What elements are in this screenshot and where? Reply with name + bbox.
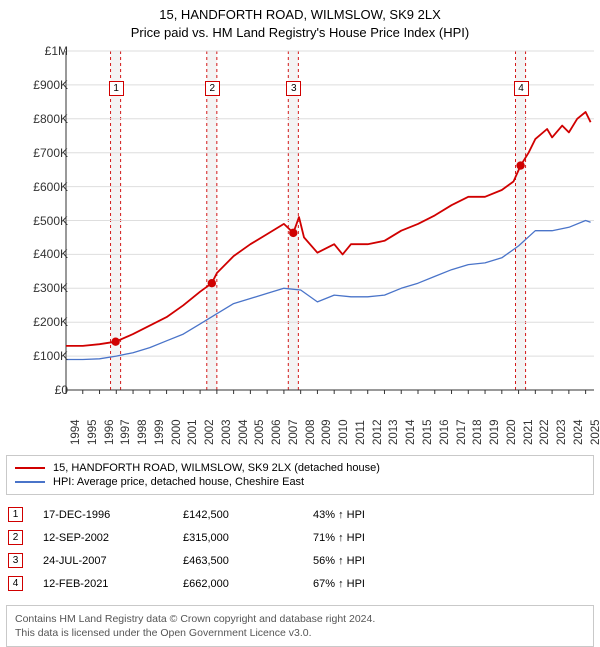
x-tick-label: 2009	[321, 420, 333, 446]
legend-label: 15, HANDFORTH ROAD, WILMSLOW, SK9 2LX (d…	[53, 462, 380, 474]
x-tick-label: 2010	[338, 420, 350, 446]
y-tick-label: £200K	[33, 315, 68, 329]
y-tick-label: £500K	[33, 214, 68, 228]
event-price: £315,000	[183, 532, 313, 544]
x-tick-label: 1998	[137, 420, 149, 446]
event-hpi: 67% ↑ HPI	[313, 578, 365, 590]
event-price: £463,500	[183, 555, 313, 567]
x-tick-label: 1995	[87, 420, 99, 446]
title-line2: Price paid vs. HM Land Registry's House …	[0, 24, 600, 42]
event-date: 24-JUL-2007	[43, 555, 183, 567]
x-tick-label: 2016	[439, 420, 451, 446]
x-tick-label: 2012	[372, 420, 384, 446]
event-row: 3 24-JUL-2007£463,50056% ↑ HPI	[6, 549, 594, 572]
events-table: 1 17-DEC-1996£142,50043% ↑ HPI 2 12-SEP-200…	[6, 503, 594, 595]
x-tick-label: 2023	[556, 420, 568, 446]
y-tick-label: £1M	[45, 44, 68, 58]
x-tick-label: 2018	[472, 420, 484, 446]
x-tick-label: 2025	[590, 420, 600, 446]
event-marker: 3	[286, 81, 301, 96]
y-tick-label: £0	[55, 383, 68, 397]
footer-line1: Contains HM Land Registry data © Crown c…	[15, 612, 585, 626]
y-tick-label: £300K	[33, 281, 68, 295]
x-tick-label: 2001	[187, 420, 199, 446]
x-tick-label: 1999	[154, 420, 166, 446]
y-tick-label: £400K	[33, 247, 68, 261]
y-tick-label: £700K	[33, 146, 68, 160]
x-tick-label: 2014	[405, 420, 417, 446]
x-tick-label: 2024	[573, 420, 585, 446]
x-tick-label: 2008	[305, 420, 317, 446]
footer-line2: This data is licensed under the Open Gov…	[15, 626, 585, 640]
event-number-box: 2	[8, 530, 23, 545]
y-tick-label: £100K	[33, 349, 68, 363]
x-tick-label: 1997	[120, 420, 132, 446]
event-marker: 1	[109, 81, 124, 96]
x-tick-label: 2011	[355, 420, 367, 445]
x-axis-labels: 1994 1995 1996 1997 1998 1999 2000 2001 2002 2003…	[36, 405, 596, 451]
x-tick-label: 2013	[388, 420, 400, 446]
chart-title: 15, HANDFORTH ROAD, WILMSLOW, SK9 2LX Pr…	[0, 0, 600, 41]
x-tick-label: 2019	[489, 420, 501, 446]
x-tick-label: 2003	[221, 420, 233, 446]
x-tick-label: 2002	[204, 420, 216, 446]
x-tick-label: 2006	[271, 420, 283, 446]
y-tick-label: £900K	[33, 78, 68, 92]
x-tick-label: 2005	[254, 420, 266, 446]
y-tick-label: £800K	[33, 112, 68, 126]
event-marker: 4	[514, 81, 529, 96]
x-tick-label: 2017	[456, 420, 468, 446]
event-date: 17-DEC-1996	[43, 509, 183, 521]
x-tick-label: 2020	[506, 420, 518, 446]
x-tick-label: 2000	[171, 420, 183, 446]
event-price: £662,000	[183, 578, 313, 590]
event-row: 4 12-FEB-2021£662,00067% ↑ HPI	[6, 572, 594, 595]
line-chart-svg	[36, 45, 596, 405]
event-date: 12-FEB-2021	[43, 578, 183, 590]
legend-label: HPI: Average price, detached house, Ches…	[53, 476, 304, 488]
event-number-box: 1	[8, 507, 23, 522]
event-number-box: 4	[8, 576, 23, 591]
event-row: 2 12-SEP-2002£315,00071% ↑ HPI	[6, 526, 594, 549]
y-tick-label: £600K	[33, 180, 68, 194]
x-tick-label: 2022	[539, 420, 551, 446]
event-hpi: 56% ↑ HPI	[313, 555, 365, 567]
event-date: 12-SEP-2002	[43, 532, 183, 544]
legend-item: 15, HANDFORTH ROAD, WILMSLOW, SK9 2LX (d…	[15, 461, 585, 475]
title-line1: 15, HANDFORTH ROAD, WILMSLOW, SK9 2LX	[0, 6, 600, 24]
event-hpi: 71% ↑ HPI	[313, 532, 365, 544]
x-tick-label: 2015	[422, 420, 434, 446]
legend: 15, HANDFORTH ROAD, WILMSLOW, SK9 2LX (d…	[6, 455, 594, 495]
x-tick-label: 2004	[238, 420, 250, 446]
event-hpi: 43% ↑ HPI	[313, 509, 365, 521]
legend-swatch	[15, 481, 45, 483]
x-tick-label: 2021	[523, 420, 535, 446]
x-tick-label: 2007	[288, 420, 300, 446]
chart-area: £0 £100K £200K £300K £400K £500K £600K £700K £80…	[36, 45, 596, 405]
legend-item: HPI: Average price, detached house, Ches…	[15, 475, 585, 489]
event-number-box: 3	[8, 553, 23, 568]
event-row: 1 17-DEC-1996£142,50043% ↑ HPI	[6, 503, 594, 526]
x-tick-label: 1996	[104, 420, 116, 446]
event-price: £142,500	[183, 509, 313, 521]
event-marker: 2	[205, 81, 220, 96]
attribution-footer: Contains HM Land Registry data © Crown c…	[6, 605, 594, 647]
x-tick-label: 1994	[70, 420, 82, 446]
legend-swatch	[15, 467, 45, 469]
